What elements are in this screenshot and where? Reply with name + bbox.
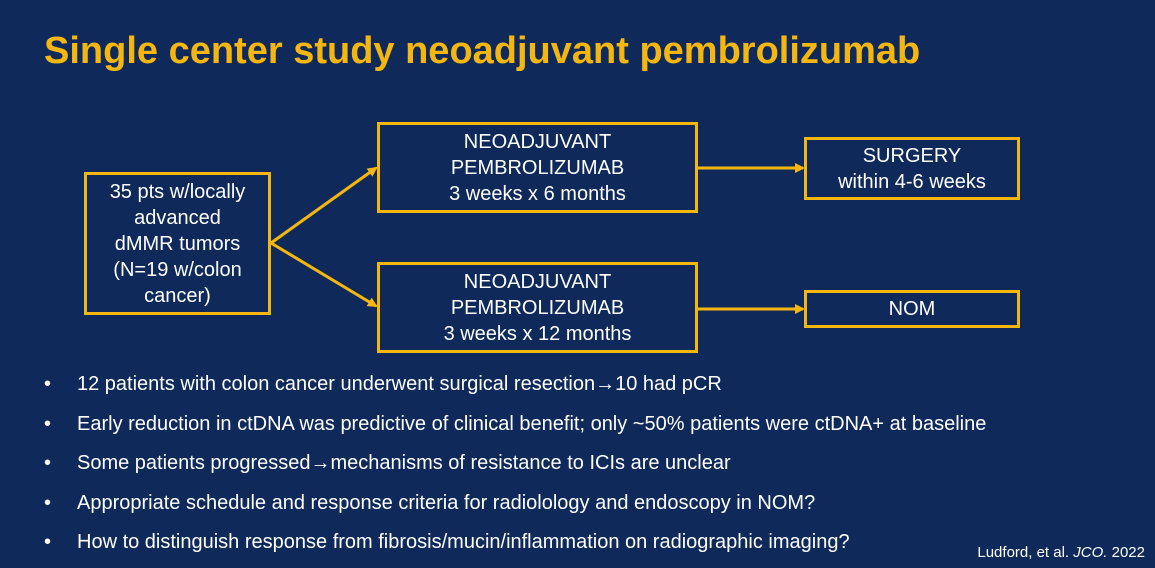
arm1-line-1: NEOADJUVANT — [463, 130, 612, 153]
patients-line-5: cancer) — [144, 284, 211, 307]
arm2-box: NEOADJUVANT PEMBROLIZUMAB 3 weeks x 12 m… — [377, 262, 698, 353]
bullet-item: Some patients progressed→mechanisms of r… — [44, 449, 986, 489]
slide-title: Single center study neoadjuvant pembroli… — [44, 30, 921, 72]
bullet-item: Appropriate schedule and response criter… — [44, 489, 986, 529]
citation-authors: Ludford, et al. — [977, 544, 1070, 561]
citation-journal: JCO. — [1073, 544, 1108, 561]
arm2-line-3: 3 weeks x 12 months — [443, 322, 632, 345]
patients-line-2: advanced — [134, 206, 221, 229]
surgery-line-1: SURGERY — [862, 144, 962, 167]
surgery-line-2: within 4-6 weeks — [838, 170, 986, 193]
patients-box: 35 pts w/locally advanced dMMR tumors (N… — [84, 172, 271, 315]
patients-line-4: (N=19 w/colon — [113, 258, 242, 281]
arm2-line-2: PEMBROLIZUMAB — [450, 296, 625, 319]
arm1-line-3: 3 weeks x 6 months — [449, 182, 626, 205]
patients-line-3: dMMR tumors — [114, 232, 241, 255]
bullet-item: Early reduction in ctDNA was predictive … — [44, 410, 986, 450]
bullet-item: 12 patients with colon cancer underwent … — [44, 370, 986, 410]
surgery-box: SURGERY within 4-6 weeks — [804, 137, 1020, 200]
arrow-start-to-arm1 — [270, 166, 378, 245]
citation-year: 2022 — [1111, 544, 1145, 561]
nom-label: NOM — [888, 298, 936, 320]
citation: Ludford, et al. JCO. 2022 — [977, 544, 1145, 561]
bullet-item: How to distinguish response from fibrosi… — [44, 528, 986, 568]
arrow-start-to-arm2 — [270, 241, 378, 308]
arm1-line-2: PEMBROLIZUMAB — [450, 156, 625, 179]
bullet-list: 12 patients with colon cancer underwent … — [44, 370, 986, 568]
arm1-box: NEOADJUVANT PEMBROLIZUMAB 3 weeks x 6 mo… — [377, 122, 698, 213]
patients-line-1: 35 pts w/locally — [109, 180, 246, 203]
nom-box: NOM — [804, 290, 1020, 328]
arm2-line-1: NEOADJUVANT — [463, 270, 612, 293]
